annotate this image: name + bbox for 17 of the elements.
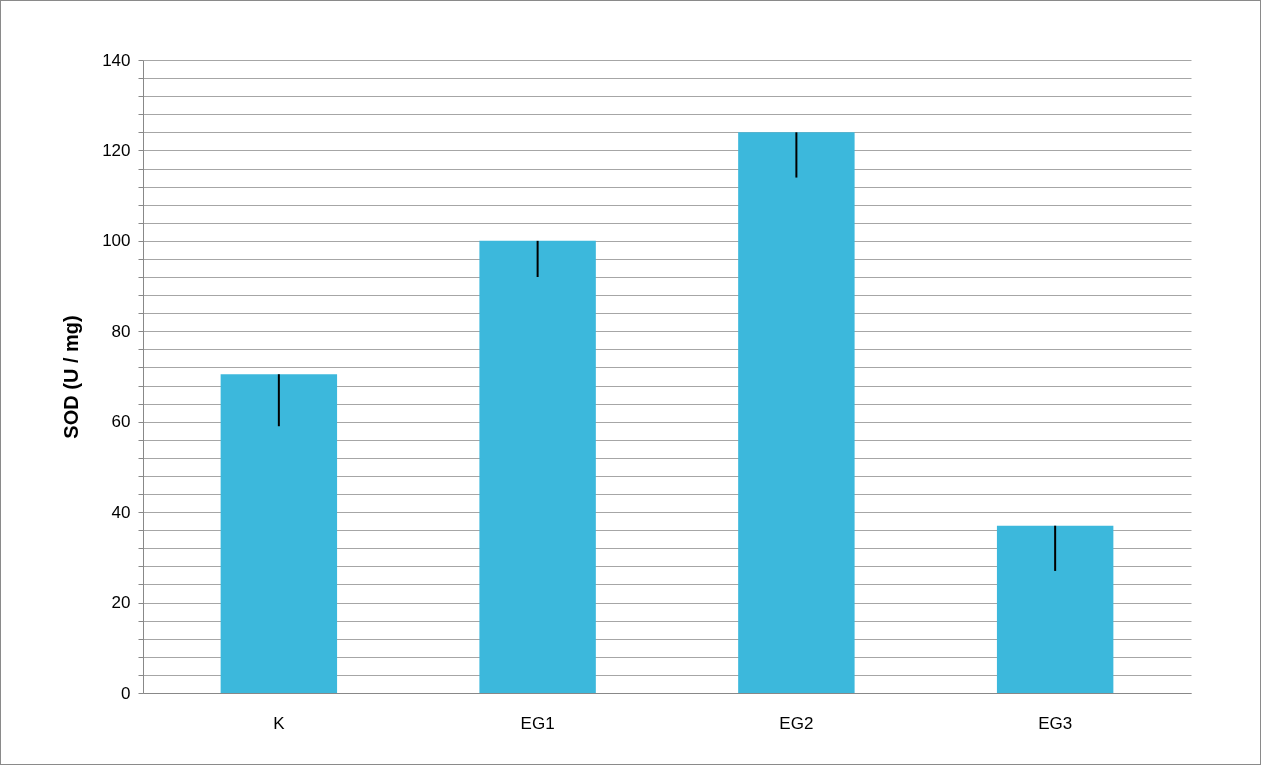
y-tick-label: 20 (111, 593, 131, 613)
y-tick-label: 40 (111, 502, 131, 522)
y-axis-title: SOD (U / mg) (60, 315, 83, 439)
bar (996, 525, 1114, 693)
bar (220, 374, 338, 693)
x-tick-label: K (273, 713, 286, 733)
y-tick-label: 0 (121, 683, 131, 703)
y-tick-label: 140 (102, 50, 131, 70)
y-tick-label: 120 (102, 140, 131, 160)
x-tick-label: EG1 (520, 713, 555, 733)
y-tick-label: 60 (111, 412, 131, 432)
y-tick-label: 80 (111, 321, 131, 341)
bar (738, 132, 855, 693)
x-tick-label: EG3 (1038, 713, 1073, 733)
x-tick-label: EG2 (779, 713, 814, 733)
y-tick-label: 100 (102, 231, 131, 251)
bar (479, 240, 596, 693)
